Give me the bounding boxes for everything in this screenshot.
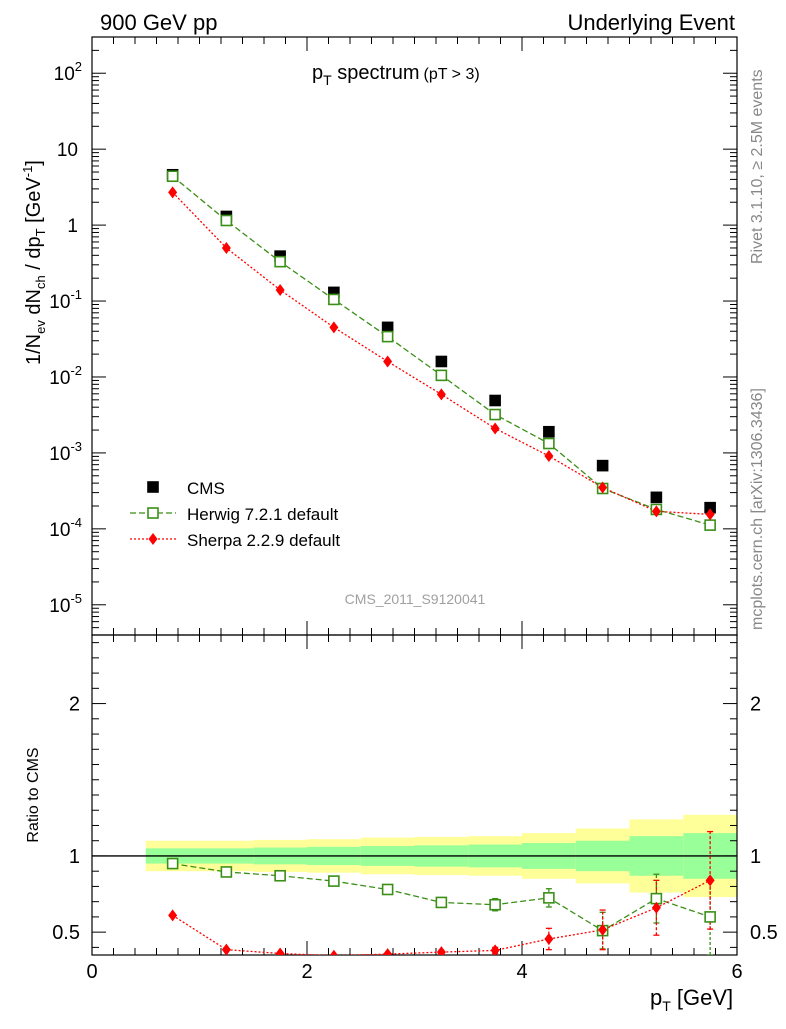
header-left: 900 GeV pp <box>100 10 217 35</box>
legend-herwig-marker <box>147 507 159 519</box>
sherpa-ratio-point <box>221 943 231 955</box>
mcplots-credit-text: mcplots.cern.ch [arXiv:1306.3436] <box>749 388 766 630</box>
sherpa-ratio-point <box>490 944 500 955</box>
y-tick-label: 102 <box>54 59 82 85</box>
y-tick-label: 1 <box>67 216 78 237</box>
legend-sherpa-label: Sherpa 2.2.9 default <box>187 531 340 550</box>
herwig-ratio-point <box>274 869 286 882</box>
sherpa-ratio-point <box>705 874 715 887</box>
y-tick-label: 10-4 <box>49 515 82 541</box>
x-tick-label: 0 <box>86 961 97 983</box>
sherpa-ratio-point <box>168 909 178 922</box>
analysis-watermark: CMS_2011_S9120041 <box>345 591 486 607</box>
y-tick-label: 10-2 <box>49 363 82 389</box>
sherpa-ratio-point <box>544 933 554 945</box>
spectrum-series <box>166 168 716 531</box>
legend-cms-marker <box>147 481 159 493</box>
herwig-point <box>274 255 286 268</box>
sherpa-point <box>168 186 178 199</box>
y-tick-label: 10-1 <box>49 287 82 313</box>
legend-herwig-label: Herwig 7.2.1 default <box>187 505 338 524</box>
ratio-tick-label-left: 1 <box>69 846 80 868</box>
herwig-ratio-point <box>435 896 448 909</box>
sherpa-ratio-point <box>383 948 393 955</box>
sherpa-ratio-point <box>329 949 338 955</box>
sherpa-point <box>275 283 285 296</box>
header-right: Underlying Event <box>567 10 735 35</box>
herwig-point <box>435 369 448 382</box>
herwig-point <box>328 293 340 306</box>
ratio-y-axis: 0.5 0.5 1 1 2 2 <box>52 642 778 948</box>
cms-point <box>435 355 448 368</box>
sherpa-point <box>490 422 500 435</box>
x-axis-ticks: 0 2 4 6 <box>86 37 743 983</box>
herwig-ratio-point <box>328 875 340 887</box>
x-axis-label: pT [GeV] <box>650 985 733 1014</box>
sherpa-point <box>221 241 231 254</box>
herwig-ratio-point <box>220 866 233 878</box>
ratio-tick-label-left: 0.5 <box>52 922 80 944</box>
sherpa-ratio-point <box>598 923 608 936</box>
sherpa-point <box>544 450 554 463</box>
herwig-point <box>166 170 179 183</box>
sherpa-point <box>651 505 661 518</box>
legend: CMS Herwig 7.2.1 default Sherpa 2.2.9 defa… <box>130 479 340 550</box>
sherpa-point <box>436 388 446 401</box>
legend-sherpa-marker <box>148 533 158 545</box>
sherpa-ratio-point <box>436 946 446 955</box>
ratio-y-axis-label: Ratio to CMS <box>25 747 42 842</box>
herwig-point <box>704 519 716 531</box>
ratio-series-clipped <box>166 830 716 955</box>
sherpa-ratio-point <box>651 901 661 914</box>
cms-point <box>489 394 501 407</box>
sherpa-ratio-point <box>275 947 285 955</box>
rivet-version-text: Rivet 3.1.10, ≥ 2.5M events <box>749 69 766 264</box>
herwig-ratio-point <box>166 857 179 870</box>
ratio-series <box>166 830 716 955</box>
herwig-ratio-point <box>543 892 555 904</box>
y-tick-label: 10-3 <box>49 439 82 465</box>
herwig-ratio-point <box>489 898 501 911</box>
sherpa-point <box>705 508 715 521</box>
cms-point <box>543 425 555 438</box>
cms-point <box>596 459 609 472</box>
y-tick-label: 10-5 <box>49 591 82 617</box>
herwig-point <box>543 437 555 450</box>
ratio-tick-label-left: 2 <box>69 694 80 716</box>
y-tick-label: 10 <box>57 140 78 161</box>
plot-title: pT spectrum (pT > 3) <box>312 62 480 88</box>
sherpa-point <box>329 321 339 334</box>
ratio-tick-label-right: 0.5 <box>750 922 778 944</box>
spectrum-y-axis: 10-5 10-4 10-3 10-2 10-1 1 10 102 <box>49 36 737 636</box>
x-tick-label: 2 <box>301 961 312 983</box>
x-tick-label: 6 <box>731 961 742 983</box>
sherpa-point <box>598 481 608 494</box>
herwig-point <box>489 408 501 421</box>
legend-cms-label: CMS <box>187 479 225 498</box>
sherpa-ratio-line <box>172 879 711 955</box>
ratio-tick-label-right: 1 <box>750 846 761 868</box>
ratio-tick-label-right: 2 <box>750 694 761 716</box>
herwig-ratio-point <box>381 883 394 896</box>
sherpa-point <box>383 355 393 368</box>
spectrum-y-axis-label: 1/Nev dNch / dpT [GeV-1] <box>20 160 48 365</box>
herwig-ratio-point <box>704 911 716 923</box>
x-tick-label: 4 <box>516 961 527 983</box>
cms-point <box>650 491 663 504</box>
herwig-point <box>381 330 394 343</box>
herwig-point <box>220 214 233 227</box>
